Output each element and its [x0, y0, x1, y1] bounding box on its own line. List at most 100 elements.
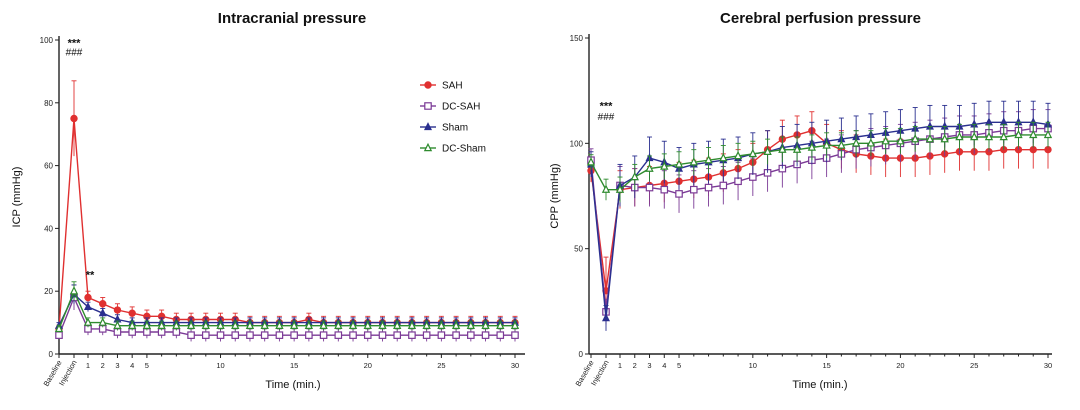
cpp-x-tick-label: 3 — [647, 361, 651, 370]
cpp-data-point — [866, 138, 876, 147]
cpp-y-tick-label: 50 — [574, 245, 583, 254]
icp-legend-marker — [424, 102, 432, 110]
icp-data-point — [496, 320, 505, 329]
icp-data-point — [216, 320, 225, 329]
icp-data-point — [348, 320, 358, 329]
cpp-data-point — [896, 136, 905, 145]
cpp-data-point — [675, 190, 683, 198]
icp-data-point — [363, 331, 372, 339]
cpp-data-point — [1014, 129, 1023, 139]
cpp-data-point — [837, 140, 846, 149]
cpp-data-point — [630, 171, 639, 181]
icp-data-point — [83, 301, 93, 310]
icp-data-point — [216, 331, 225, 339]
icp-legend-label: Sham — [442, 123, 468, 134]
icp-data-point — [289, 320, 299, 329]
icp-data-point — [305, 331, 313, 339]
icp-series-sham — [54, 284, 520, 329]
icp-data-point — [408, 331, 416, 339]
cpp-x-tick-label: 2 — [633, 361, 637, 370]
icp-x-tick-label: 15 — [290, 361, 298, 370]
icp-data-point — [275, 320, 284, 329]
cpp-data-point — [719, 181, 728, 190]
cpp-data-point — [807, 142, 817, 151]
icp-x-axis-title: Time (min.) — [265, 379, 320, 391]
icp-data-point — [69, 286, 79, 295]
icp-series-line — [58, 293, 515, 327]
icp-data-point — [319, 320, 328, 329]
icp-data-point — [437, 320, 446, 329]
icp-data-point — [70, 114, 78, 123]
icp-x-tick-label: 3 — [115, 361, 119, 370]
icp-chart-panel: Intracranial pressure 0 20 40 60 80 100 ICP (mm… — [11, 10, 525, 391]
icp-data-point — [334, 331, 343, 339]
cpp-x-axis-title: Time (min.) — [792, 379, 847, 391]
icp-data-point — [363, 320, 372, 329]
icp-data-point — [452, 331, 460, 339]
cpp-x-tick-label: 30 — [1044, 361, 1052, 370]
cpp-data-point — [925, 133, 935, 143]
cpp-data-point — [733, 150, 743, 160]
icp-data-point — [142, 320, 152, 329]
icp-data-point — [481, 320, 490, 329]
icp-x-tick-label: 25 — [437, 361, 445, 370]
icp-data-point — [98, 317, 107, 326]
icp-x-tick-label: 10 — [216, 361, 224, 370]
cpp-data-point — [674, 159, 684, 168]
icp-data-point — [186, 320, 196, 329]
cpp-series-dc-sham — [586, 121, 1053, 203]
icp-data-point — [467, 331, 475, 339]
icp-data-point — [113, 320, 122, 329]
cpp-data-point — [999, 131, 1008, 141]
icp-x-tick-label: 5 — [145, 361, 149, 370]
icp-data-point — [55, 331, 63, 339]
cpp-data-point — [704, 183, 713, 192]
cpp-data-point — [984, 131, 994, 141]
icp-legend: SAH DC-SAH Sham DC-Sham — [420, 81, 486, 155]
icp-legend-marker — [423, 122, 433, 131]
icp-data-point — [437, 331, 446, 339]
icp-data-point — [304, 320, 314, 329]
icp-y-axis-title: ICP (mmHg) — [11, 167, 23, 228]
icp-data-point — [84, 293, 92, 302]
icp-data-point — [378, 320, 387, 329]
icp-data-point — [451, 320, 461, 329]
icp-data-point — [246, 331, 254, 339]
cpp-data-point — [970, 131, 979, 141]
icp-data-point — [260, 320, 269, 329]
cpp-data-point — [911, 133, 920, 143]
icp-y-tick-label: 60 — [44, 162, 53, 171]
icp-x-tick-label: 20 — [364, 361, 372, 370]
icp-data-point — [349, 331, 357, 339]
cpp-data-point — [615, 184, 625, 193]
icp-data-point — [231, 331, 240, 339]
cpp-y-tick-label: 150 — [570, 34, 584, 43]
cpp-data-point — [955, 131, 964, 141]
icp-x-tick-label: 30 — [511, 361, 519, 370]
icp-y-tick-label: 100 — [40, 36, 54, 45]
icp-legend-label: DC-SAH — [442, 102, 480, 113]
icp-data-point — [275, 331, 284, 339]
cpp-y-tick-label: 0 — [579, 350, 584, 359]
cpp-chart-panel: Cerebral perfusion pressure 0 50 100 150 CPP … — [540, 0, 1080, 410]
icp-x-tick-label: 2 — [101, 361, 105, 370]
icp-data-point — [157, 320, 166, 329]
cpp-series-line — [590, 134, 1048, 191]
cpp-data-point — [645, 163, 654, 172]
cpp-data-point — [704, 155, 713, 164]
icp-data-point — [187, 331, 195, 339]
icp-data-point — [245, 320, 255, 329]
cpp-x-tick-label: 15 — [822, 361, 830, 370]
icp-x-tick-label: 1 — [86, 361, 90, 370]
icp-legend-marker — [424, 81, 432, 89]
cpp-series-sham — [586, 100, 1053, 331]
icp-data-point — [98, 308, 107, 317]
icp-data-point — [128, 320, 137, 329]
cpp-data-point — [1043, 129, 1053, 139]
icp-data-point — [172, 320, 181, 329]
cpp-x-tick-label: 10 — [749, 361, 757, 370]
icp-annotation: ### — [66, 48, 83, 59]
icp-data-point — [201, 331, 210, 339]
cpp-data-point — [778, 144, 787, 153]
cpp-data-point — [601, 313, 611, 322]
